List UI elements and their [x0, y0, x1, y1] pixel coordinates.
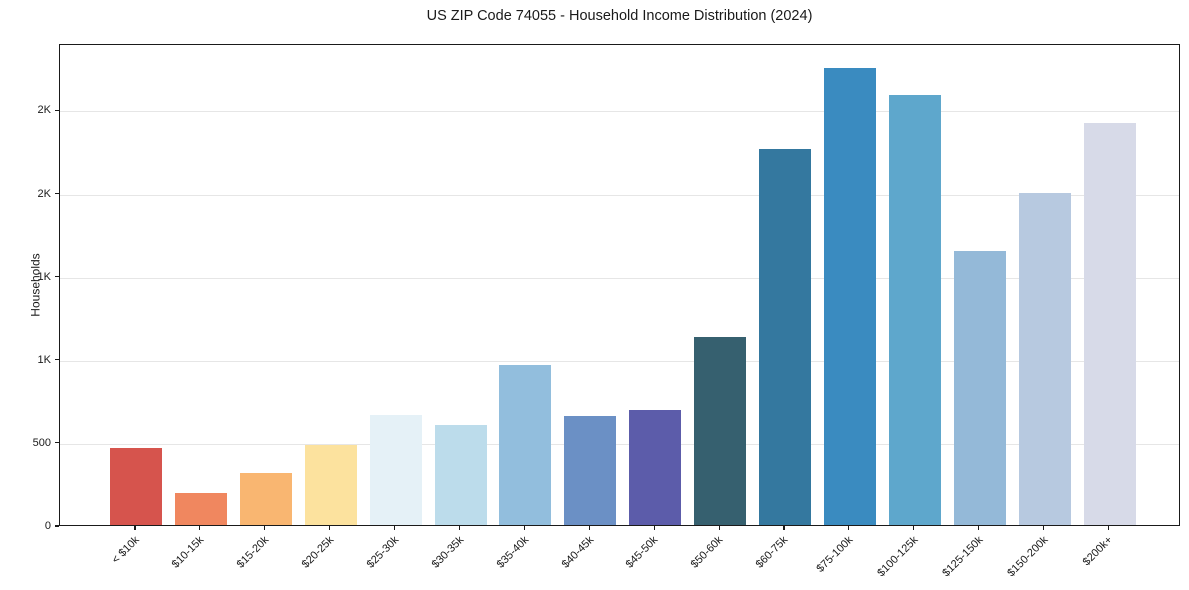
- bar-< $10k: [110, 448, 162, 525]
- x-tick-mark-9: [718, 526, 720, 530]
- gridline-y-500: [60, 443, 1179, 445]
- bar-$100-125k: [888, 95, 941, 525]
- bar-$50-60k: [694, 337, 747, 525]
- x-tick-label-4: $25-30k: [364, 534, 402, 571]
- y-tick-label-2500: 2K: [37, 104, 51, 117]
- bar-$60-75k: [759, 149, 811, 525]
- x-tick-label-13: $125-150k: [939, 534, 986, 580]
- x-tick-label-7: $40-45k: [559, 534, 596, 571]
- x-tick-mark-1: [199, 526, 201, 530]
- x-tick-label-15: $200k+: [1080, 534, 1115, 569]
- x-tick-mark-12: [913, 526, 915, 530]
- x-tick-mark-15: [1107, 526, 1110, 530]
- x-tick-label-1: $10-15k: [169, 534, 207, 571]
- bar-$125-150k: [953, 251, 1006, 525]
- gridline-y-1000: [60, 360, 1179, 362]
- x-tick-mark-3: [329, 526, 331, 530]
- x-tick-label-11: $75-100k: [814, 534, 856, 575]
- y-tick-mark-500: [55, 442, 59, 444]
- y-tick-mark-1500: [55, 276, 59, 278]
- chart-title: US ZIP Code 74055 - Household Income Dis…: [426, 8, 813, 24]
- bar-$150-200k: [1018, 193, 1071, 525]
- y-tick-label-1000: 1K: [37, 353, 51, 366]
- x-tick-mark-14: [1043, 526, 1045, 530]
- x-tick-mark-8: [653, 526, 655, 530]
- bar-$35-40k: [499, 365, 552, 525]
- x-tick-mark-7: [588, 526, 590, 530]
- bar-$200k+: [1083, 123, 1136, 525]
- bar-$30-35k: [434, 425, 487, 525]
- bar-$40-45k: [564, 416, 617, 525]
- x-tick-label-2: $15-20k: [234, 534, 272, 571]
- y-tick-label-500: 500: [32, 436, 51, 449]
- bar-$15-20k: [239, 473, 292, 525]
- bar-$45-50k: [629, 410, 682, 525]
- gridline-y-1500: [60, 277, 1179, 279]
- x-tick-mark-0: [134, 526, 136, 530]
- x-tick-mark-13: [978, 526, 980, 530]
- y-axis-label: Households: [28, 253, 43, 317]
- x-tick-mark-6: [523, 526, 525, 530]
- bar-$25-30k: [369, 415, 422, 525]
- bar-$10-15k: [174, 493, 227, 525]
- bar-$75-100k: [823, 68, 876, 525]
- x-tick-label-10: $60-75k: [753, 534, 791, 571]
- y-tick-mark-1000: [55, 359, 59, 361]
- x-tick-mark-5: [458, 526, 461, 530]
- x-tick-label-12: $100-125k: [875, 534, 921, 580]
- x-tick-label-6: $35-40k: [494, 534, 531, 571]
- gridline-y-2000: [60, 194, 1179, 196]
- x-tick-mark-2: [264, 526, 266, 530]
- gridline-y-2500: [60, 111, 1179, 113]
- x-tick-label-14: $150-200k: [1004, 534, 1051, 580]
- bar-$20-25k: [304, 445, 357, 525]
- y-tick-mark-2000: [55, 192, 59, 195]
- x-tick-label-0: < $10k: [109, 534, 142, 567]
- y-tick-label-0: 0: [44, 520, 51, 532]
- x-tick-label-3: $20-25k: [299, 534, 337, 571]
- x-tick-mark-10: [783, 526, 785, 530]
- y-tick-label-2000: 2K: [37, 187, 51, 200]
- x-tick-label-9: $50-60k: [688, 534, 726, 571]
- x-tick-mark-4: [394, 526, 396, 530]
- y-tick-mark-2500: [55, 109, 59, 112]
- x-tick-mark-11: [848, 526, 850, 530]
- y-tick-label-1500: 1K: [37, 270, 51, 283]
- y-tick-mark-0: [55, 525, 59, 527]
- plot-area: [59, 44, 1180, 526]
- x-tick-label-5: $30-35k: [429, 534, 466, 571]
- x-tick-label-8: $45-50k: [624, 534, 661, 571]
